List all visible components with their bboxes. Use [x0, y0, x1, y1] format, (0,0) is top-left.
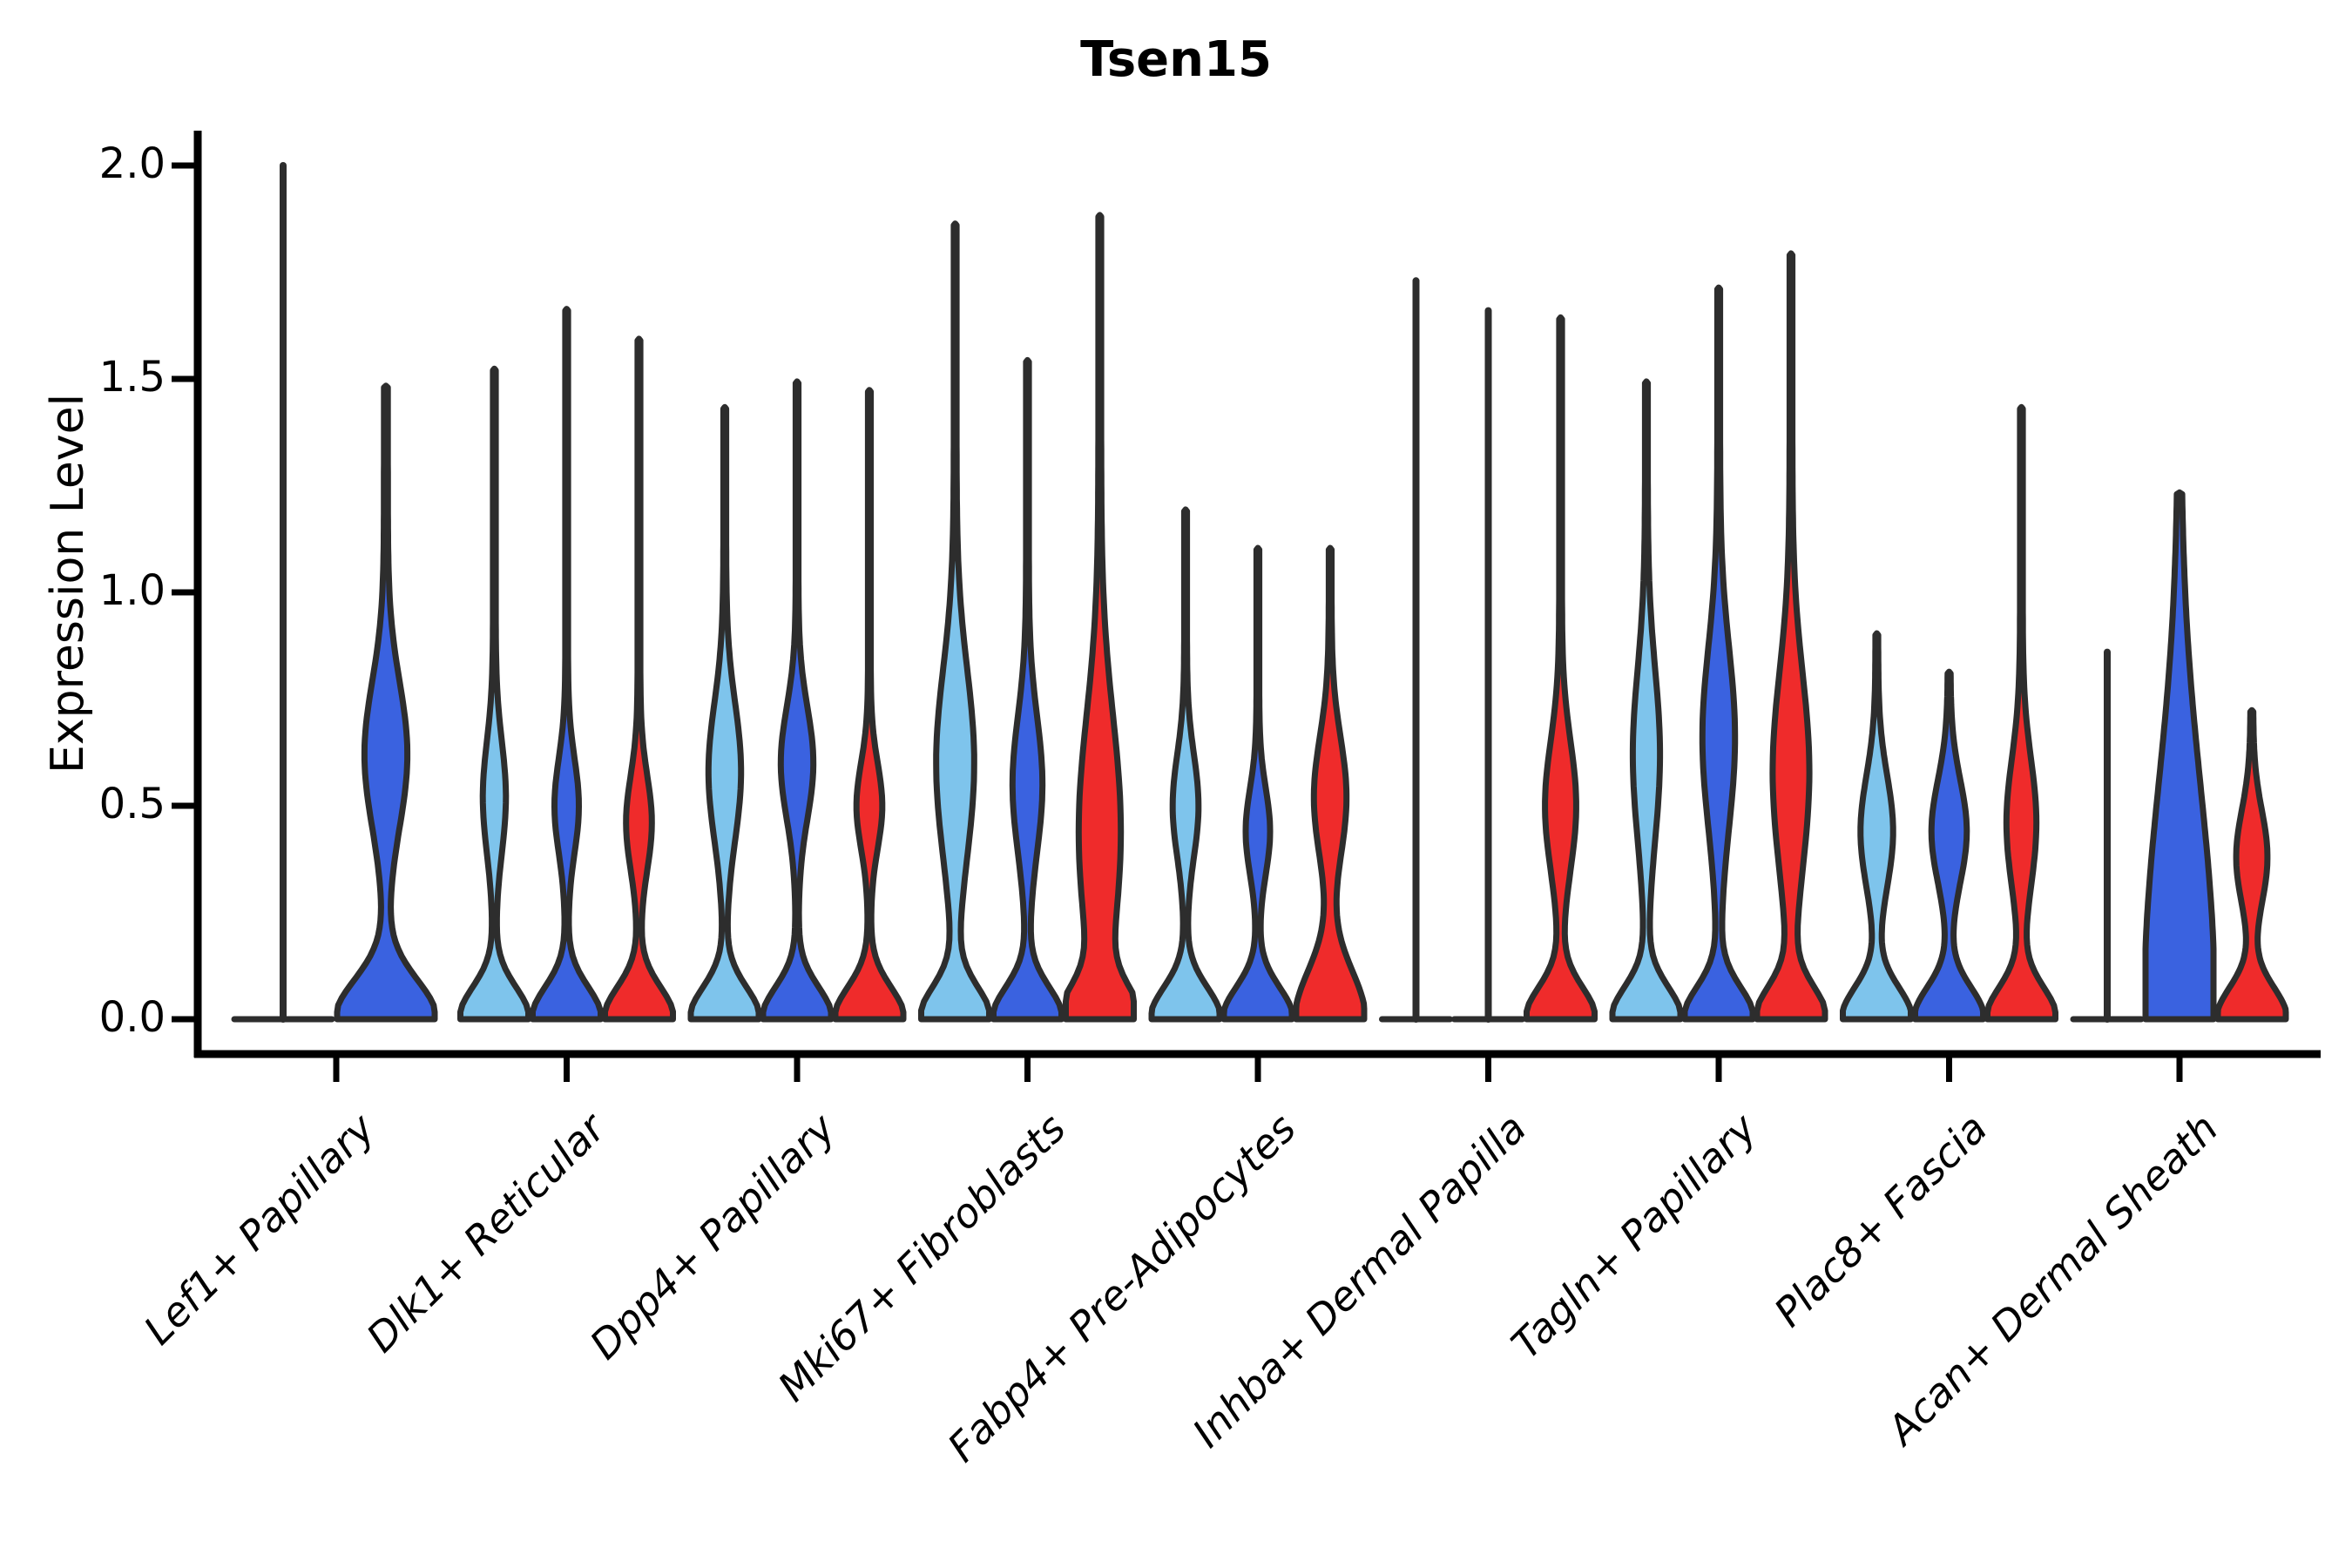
- violin-red: [1984, 403, 2058, 1023]
- violin-blue: [760, 378, 835, 1023]
- violin-red: [602, 335, 676, 1023]
- violin-lightblue: [1840, 630, 1914, 1023]
- y-tick-label-2.0: 2.0: [98, 139, 166, 188]
- violin-lightblue: [1148, 506, 1223, 1023]
- violin-red: [1524, 314, 1598, 1023]
- violin-lightblue: [918, 220, 992, 1023]
- violin-blue: [990, 356, 1064, 1023]
- violin-blue: [530, 306, 604, 1023]
- violin-red: [832, 387, 907, 1023]
- violin-blue: [1912, 668, 1986, 1023]
- chart-title: Tsen15: [1080, 31, 1272, 88]
- violin-blue: [1681, 284, 1756, 1023]
- violin-blue: [334, 382, 438, 1023]
- y-tick-label-0.0: 0.0: [98, 993, 166, 1042]
- violin-lightblue: [457, 365, 531, 1023]
- violin-red: [1293, 544, 1368, 1023]
- violin-blue: [2142, 489, 2217, 1023]
- violin-lightblue: [687, 403, 762, 1023]
- violin-red: [2214, 706, 2289, 1023]
- y-tick-label-1.5: 1.5: [98, 353, 166, 402]
- violin-red: [1063, 212, 1137, 1023]
- y-tick-label-1.0: 1.0: [98, 566, 166, 615]
- violin-blue: [1220, 544, 1295, 1023]
- violin-lightblue: [1609, 378, 1684, 1023]
- violin-red: [1754, 250, 1828, 1023]
- y-tick-label-0.5: 0.5: [98, 780, 166, 828]
